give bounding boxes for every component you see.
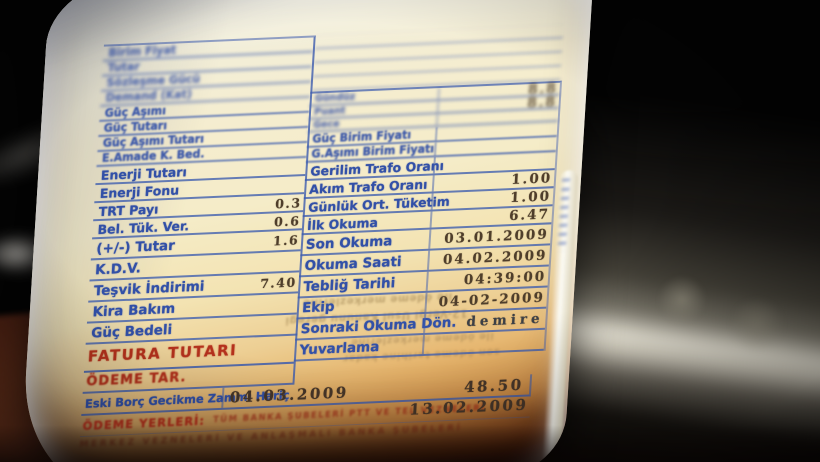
row-value: 0.6 xyxy=(273,212,301,229)
old-debt-date: 04.03.2009 xyxy=(229,383,350,407)
row-label: Enerji Tutarı xyxy=(100,163,188,183)
bokeh-highlight xyxy=(658,276,706,324)
row-label: Güç Aşımı xyxy=(104,103,167,120)
row-value: 04:39:00 xyxy=(463,268,547,288)
row-value: 04-02-2009 xyxy=(438,289,546,310)
row-label: Ekip xyxy=(301,298,336,316)
bokeh-highlight xyxy=(730,298,784,352)
row-label: K.D.V. xyxy=(94,259,142,278)
row-label: Gece xyxy=(312,118,340,131)
row-value: 7.40 xyxy=(259,274,298,292)
row-value: 04.02.2009 xyxy=(442,246,548,268)
row-label: Teşvik İndirimi xyxy=(93,277,205,299)
row-label: Güç Tutarı xyxy=(103,118,168,135)
row-label: Demand (Kat) xyxy=(105,87,193,105)
payment-date-label: ÖDEME TAR. xyxy=(85,370,187,390)
row-label: Tebliğ Tarihi xyxy=(302,274,396,295)
row-value: 6.47 xyxy=(508,206,551,225)
row-label: Kira Bakım xyxy=(92,300,176,320)
row-label: Okuma Saati xyxy=(304,253,403,274)
row-label: Gündüz xyxy=(314,91,356,105)
row-label: (+/-) Tutar xyxy=(95,237,176,257)
row-label: Birim Fiyat xyxy=(108,43,177,60)
totals-section: FATURA TUTARI ÖDEME TAR. Eski Borç Gecik… xyxy=(79,323,535,453)
row-value: 1.00 xyxy=(509,188,552,207)
row-label: Son Okuma xyxy=(305,232,393,253)
row-label: Akım Trafo Oranı xyxy=(308,176,428,197)
invoice-total-label: FATURA TUTARI xyxy=(87,341,238,366)
row-value: 1.6 xyxy=(272,232,300,249)
charges-column-table: Birim Fiyat Tutar Sözleşme Gücü Demand (Kat… xyxy=(85,35,316,345)
row-label: Tutar xyxy=(107,60,141,75)
readings-column-table: Gündüz 8.8 Puant 8.8 Gece Güç Birim Fiyatı G.A… xyxy=(293,80,563,362)
receipt-paper-roll: 12-Vergi Usul Kanunu geregi ile ödeme me… xyxy=(18,0,595,462)
row-label: İlk Okuma xyxy=(306,214,379,233)
payment-places-label: ÖDEME YERLERİ: xyxy=(82,413,206,433)
row-value: 1.00 xyxy=(510,170,553,189)
printed-sheet: 12-Vergi Usul Kanunu geregi ile ödeme me… xyxy=(76,24,564,462)
row-value: 0.3 xyxy=(274,194,303,211)
row-value: 03.01.2009 xyxy=(443,225,550,247)
row-label: Bel. Tük. Ver. xyxy=(97,217,190,237)
row-label: Güç Bedeli xyxy=(90,321,173,342)
row-label: Sözleşme Gücü xyxy=(106,72,201,90)
row-label: Enerji Fonu xyxy=(99,181,180,201)
last-payment-date: 13.02.2009 xyxy=(408,395,529,419)
old-debt-amount: 48.50 xyxy=(463,375,525,397)
row-label: TRT Payı xyxy=(98,200,159,219)
row-label: Puant xyxy=(313,105,346,118)
